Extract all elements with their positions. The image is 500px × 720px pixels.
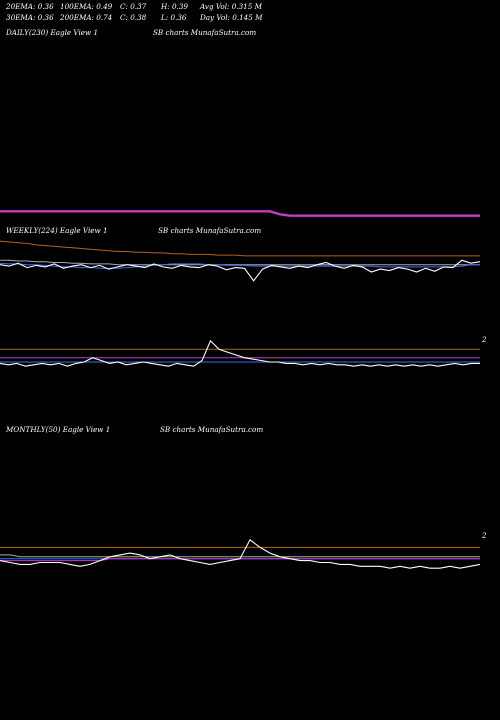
weekly-lower-series-white-line [0,339,480,367]
weekly-lower-chart: 2 [0,336,487,367]
stat-close-2: C: 0.38 [120,13,147,22]
stat-200ema: 200EMA: 0.74 [60,13,113,22]
stat-close: C: 0.37 [120,2,147,11]
weekly-panel-label: WEEKLY(224) Eagle View 1 [6,226,108,235]
stat-high: H: 0.39 [161,2,188,11]
monthly-panel-label: MONTHLY(50) Eagle View 1 [6,425,111,434]
monthly-axis-tick: 2 [481,532,487,540]
weekly-series-orange-line [0,240,480,257]
stat-20ema: 20EMA: 0.36 [6,2,54,11]
weekly-chart [0,240,481,282]
monthly-watermark: SB charts MunafaSutra.com [160,425,264,434]
stat-low: L: 0.36 [161,13,187,22]
daily-watermark: SB charts MunafaSutra.com [153,28,257,37]
weekly-series-white-line [0,259,481,282]
monthly-series-white-line [0,538,481,569]
monthly-series-grey-line [0,554,480,558]
stat-30ema: 30EMA: 0.36 [6,13,54,22]
monthly-chart: 2 [0,532,487,569]
stat-avg-vol: Avg Vol: 0.315 M [200,2,262,11]
daily-chart [0,210,480,217]
weekly-axis-tick: 2 [481,336,487,344]
weekly-watermark: SB charts MunafaSutra.com [158,226,262,235]
weekly-series-blue-line [0,262,480,269]
daily-series-magenta-line [0,210,480,217]
daily-panel-label: DAILY(230) Eagle View 1 [6,28,99,37]
weekly-series-grey-line [0,259,480,266]
stat-day-vol: Day Vol: 0.145 M [200,13,263,22]
stat-100ema: 100EMA: 0.49 [60,2,113,11]
